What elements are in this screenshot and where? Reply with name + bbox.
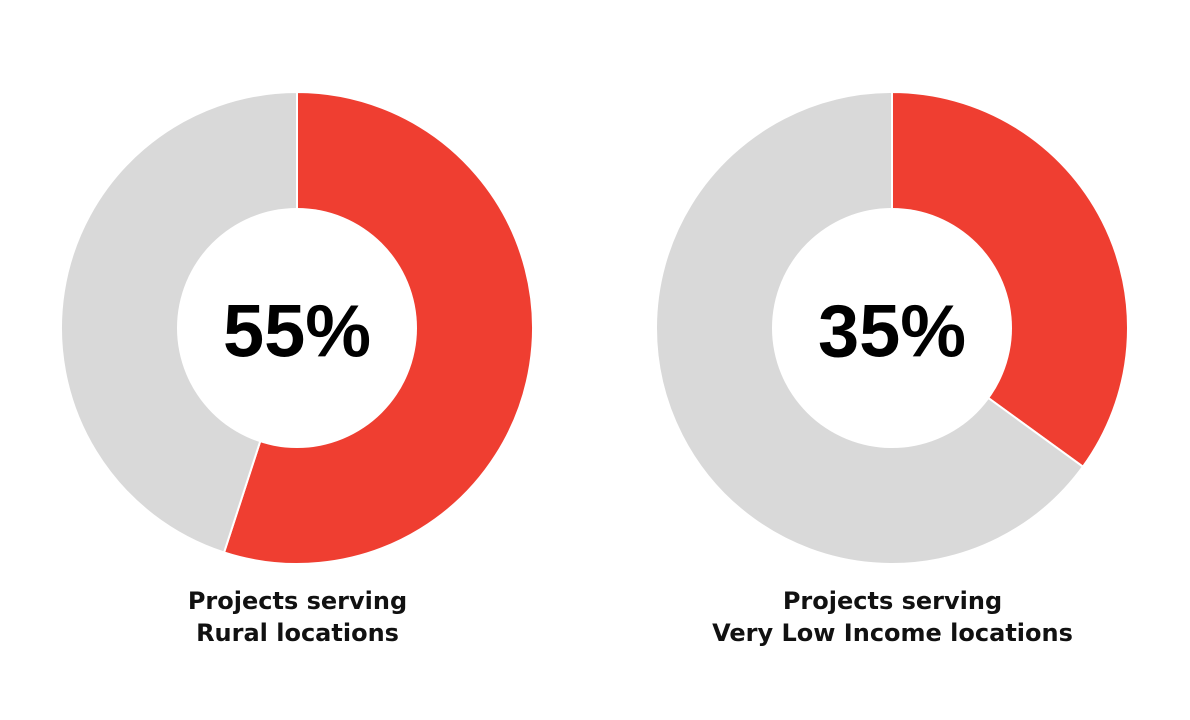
caption-line-1: Projects serving xyxy=(782,587,1003,615)
donut-slice-highlight xyxy=(891,91,1129,468)
donut-hole xyxy=(177,208,417,448)
center-percentage-label: 35% xyxy=(818,290,966,373)
donut-chart-rural: 55% Projects serving Rural locations xyxy=(0,91,595,649)
chart-caption: Projects serving Rural locations xyxy=(0,585,595,649)
donut-hole xyxy=(772,208,1012,448)
center-percentage-label: 55% xyxy=(223,290,371,373)
donut-svg: 55% xyxy=(60,91,534,565)
caption-line-2: Very Low Income locations xyxy=(712,619,1073,647)
caption-line-2: Rural locations xyxy=(196,619,399,647)
donut-slices xyxy=(655,91,1129,565)
donut-slices xyxy=(60,91,534,565)
donut-chart-very-low-income: 35% Projects serving Very Low Income loc… xyxy=(595,0,1190,720)
donut-svg: 35% xyxy=(655,91,1129,565)
chart-caption: Projects serving Very Low Income locatio… xyxy=(595,585,1190,649)
caption-line-1: Projects serving xyxy=(187,587,408,615)
